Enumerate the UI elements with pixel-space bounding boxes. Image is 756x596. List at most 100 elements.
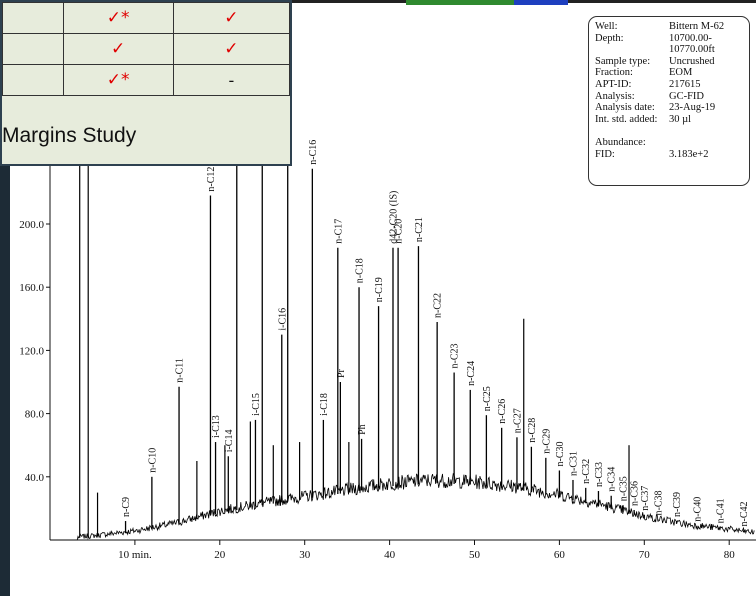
x-tick-label: 20 — [214, 549, 226, 561]
info-value: 30 µl — [669, 113, 692, 125]
peak-label: n-C34 — [607, 467, 618, 492]
info-row: Sample type: Uncrushed — [595, 56, 749, 68]
peak-label: n-C40 — [692, 497, 703, 522]
info-key: APT-ID: — [595, 78, 632, 90]
info-row: FID: 3.183e+2 — [595, 149, 749, 161]
table-cell: ✓ — [172, 33, 291, 65]
y-tick-label: 160.0 — [19, 282, 44, 294]
y-tick-label: 40.0 — [25, 472, 45, 484]
peak-label: d42-C20 (IS) — [389, 191, 400, 244]
peak-label: n-C24 — [466, 361, 477, 386]
peak-lines — [79, 105, 745, 538]
x-ticks: 10 min. 20 30 40 50 60 70 80 — [118, 540, 735, 561]
peak-label: n-C16 — [308, 140, 319, 165]
x-tick-label: 50 — [469, 549, 481, 561]
peak-label: n-C30 — [555, 442, 566, 467]
info-value: EOM — [669, 67, 693, 79]
peak-label: n-C19 — [374, 277, 385, 302]
info-key: Well: — [595, 21, 618, 32]
peak-label: i-C13 — [211, 415, 222, 438]
info-row: APT-ID: 217615 — [595, 79, 749, 91]
info-row: Depth: 10700.00- — [595, 33, 749, 45]
peak-label: i-C14 — [224, 430, 235, 453]
sample-info-box: Well: Bittern M-62 Depth: 10700.00- 10770.… — [588, 16, 750, 186]
peak-label: n-C37 — [640, 486, 651, 511]
peak-label: n-C28 — [527, 418, 538, 443]
x-tick-label: 40 — [384, 549, 396, 561]
info-row: Well: Bittern M-62 — [595, 21, 749, 33]
peak-label: n-C26 — [497, 399, 508, 424]
checkmark-table: ✓* ✓ ✓ ✓ ✓* - — [2, 2, 291, 96]
info-row: 10770.00ft — [595, 44, 749, 56]
x-tick-label: 80 — [724, 549, 736, 561]
table-cell: ✓ — [172, 2, 291, 34]
top-border — [50, 0, 756, 3]
peak-label: n-C27 — [513, 408, 524, 433]
overlay-slide-table: ✓* ✓ ✓ ✓ ✓* - Margins Study — [0, 0, 292, 166]
info-key: Analysis date: — [595, 102, 655, 114]
table-cell: ✓ — [62, 33, 174, 65]
x-tick-label: 30 — [299, 549, 311, 561]
top-blue-bar — [514, 0, 568, 5]
info-value: 10770.00ft — [669, 44, 715, 56]
peak-label: Pr — [336, 368, 347, 378]
peak-label: n-C21 — [414, 217, 425, 242]
info-key: FID: — [595, 148, 615, 160]
info-value: Uncrushed — [669, 55, 715, 67]
fid-trace — [50, 472, 755, 541]
peak-label: n-C11 — [175, 358, 186, 383]
table-cell: ✓* — [62, 64, 174, 96]
info-row: Analysis date: 23-Aug-19 — [595, 102, 749, 114]
x-tick-label: 10 min. — [118, 549, 152, 561]
top-green-bar — [406, 0, 514, 5]
table-row: ✓* - — [2, 64, 291, 96]
info-key: Abundance: — [595, 136, 646, 148]
peak-label: n-C29 — [541, 429, 552, 454]
peak-label: n-C33 — [594, 462, 605, 487]
peak-label: n-C42 — [739, 502, 750, 527]
info-key: Depth: — [595, 32, 624, 44]
peak-label: n-C12 — [206, 167, 217, 192]
info-row: Abundance: — [595, 137, 749, 149]
table-cell: - — [172, 64, 291, 96]
info-value: Bittern M-62 — [669, 21, 725, 32]
y-tick-label: 80.0 — [25, 409, 45, 421]
info-row — [595, 125, 749, 137]
info-row: Fraction: EOM — [595, 67, 749, 79]
y-tick-label: 200.0 — [19, 219, 44, 231]
peak-label: n-C32 — [581, 459, 592, 484]
table-row: ✓ ✓ — [2, 33, 291, 65]
peak-label: n-C20 — [394, 219, 405, 244]
peak-label: n-C41 — [715, 498, 726, 523]
info-value: 23-Aug-19 — [669, 102, 716, 114]
table-row: ✓* ✓ — [2, 2, 291, 34]
y-tick-label: 120.0 — [19, 345, 44, 357]
x-tick-label: 60 — [554, 549, 566, 561]
peak-label: n-C39 — [672, 492, 683, 517]
info-key: Sample type: — [595, 55, 651, 67]
peak-label: i-C18 — [319, 393, 330, 416]
peak-label: n-C10 — [147, 448, 158, 473]
info-value: 3.183e+2 — [669, 148, 709, 160]
peak-label: n-C9 — [121, 497, 132, 517]
peak-label: Ph — [357, 424, 368, 435]
peak-label: i-C15 — [251, 393, 262, 416]
info-key: Int. std. added: — [595, 113, 658, 125]
peak-label: n-C18 — [355, 258, 366, 283]
info-row: Int. std. added: 30 µl — [595, 114, 749, 126]
peak-label: n-C35 — [619, 476, 630, 501]
peak-label: n-C36 — [630, 481, 641, 506]
x-tick-label: 70 — [639, 549, 651, 561]
peak-label: n-C22 — [433, 293, 444, 318]
info-value: 217615 — [669, 78, 701, 90]
peak-label: n-C17 — [333, 219, 344, 244]
peak-label: n-C25 — [482, 386, 493, 411]
info-value: 10700.00- — [669, 32, 712, 44]
peak-label: n-C23 — [450, 344, 461, 369]
info-value: GC-FID — [669, 90, 705, 102]
peak-label: i-C16 — [277, 308, 288, 331]
info-key: Fraction: — [595, 67, 633, 79]
table-cell: ✓* — [62, 2, 174, 34]
peak-label: n-C38 — [653, 491, 664, 516]
